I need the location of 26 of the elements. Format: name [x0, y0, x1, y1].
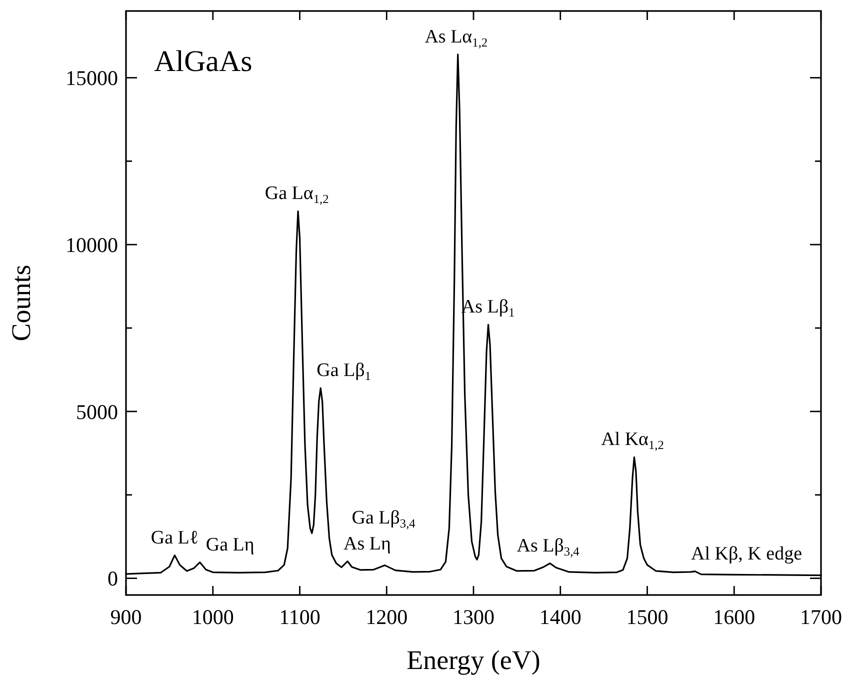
annotation: AlGaAs	[154, 45, 252, 78]
annotation: As Lα$_{1,2}$	[424, 26, 488, 49]
y-tick-label: 15000	[66, 66, 118, 90]
x-axis-title: Energy (eV)	[406, 645, 540, 675]
annotation: Al Kβ, K edge	[691, 543, 802, 564]
x-tick-label: 1000	[192, 605, 234, 629]
annotation: Ga Lη	[206, 534, 254, 556]
x-tick-label: 1500	[626, 605, 668, 629]
y-tick-label: 0	[108, 566, 118, 591]
x-tick-label: 1100	[279, 605, 320, 629]
y-axis-title: Counts	[6, 264, 36, 342]
annotation: Ga Lβ$_{3,4}$	[352, 507, 416, 530]
annotation: As Lβ$_{3,4}$	[516, 535, 580, 558]
x-tick-label: 1700	[800, 605, 842, 629]
x-tick-label: 1400	[539, 605, 582, 629]
annotation: Ga Lℓ	[150, 527, 199, 548]
annotation: As Lη	[344, 533, 391, 554]
x-tick-label: 1200	[366, 605, 408, 629]
annotation: Ga Lα$_{1,2}$	[264, 183, 329, 206]
y-tick-label: 10000	[66, 232, 118, 257]
annotation: Ga Lβ$_{1}$	[316, 360, 371, 383]
x-tick-label: 1300	[452, 605, 494, 629]
x-tick-label: 1600	[713, 605, 756, 629]
x-tick-label: 900	[110, 605, 142, 629]
y-tick-label: 5000	[76, 400, 118, 424]
annotation: Al Kα$_{1,2}$	[601, 429, 664, 452]
